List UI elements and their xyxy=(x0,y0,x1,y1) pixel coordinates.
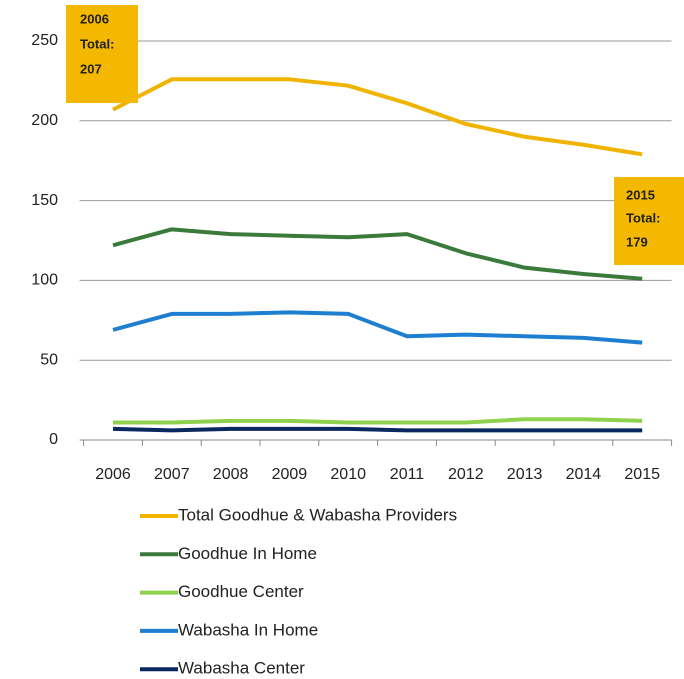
x-tick-label: 2010 xyxy=(330,466,366,483)
y-tick-label: 250 xyxy=(31,32,58,49)
series-line xyxy=(112,426,643,433)
annotation-text: 179 xyxy=(626,234,648,249)
annotation-box xyxy=(614,177,684,265)
x-tick-label: 2006 xyxy=(95,466,131,483)
x-tick-label: 2014 xyxy=(566,466,602,483)
annotation-text: 2015 xyxy=(626,187,655,202)
x-tick-label: 2007 xyxy=(154,466,190,483)
annotation-text: Total: xyxy=(80,36,114,51)
legend-label: Wabasha In Home xyxy=(178,620,318,639)
annotation-box xyxy=(66,5,138,103)
annotation-text: 2006 xyxy=(80,11,109,26)
y-tick-label: 50 xyxy=(40,351,58,368)
series-line xyxy=(112,227,643,281)
x-tick-label: 2013 xyxy=(507,466,543,483)
series-line xyxy=(113,417,643,425)
x-tick-label: 2012 xyxy=(448,466,484,483)
y-tick-label: 200 xyxy=(31,112,58,129)
annotation-text: Total: xyxy=(626,210,660,225)
x-tick-label: 2011 xyxy=(390,466,425,483)
series-line xyxy=(112,310,643,345)
legend-label: Total Goodhue & Wabasha Providers xyxy=(178,505,457,524)
y-tick-label: 0 xyxy=(49,431,58,448)
series-line xyxy=(112,77,643,157)
annotation-text: 207 xyxy=(80,61,102,76)
x-tick-label: 2008 xyxy=(213,466,249,483)
legend-label: Goodhue In Home xyxy=(178,544,317,563)
x-tick-label: 2015 xyxy=(624,466,660,483)
x-tick-label: 2009 xyxy=(272,466,308,483)
y-tick-label: 150 xyxy=(31,192,58,209)
legend-label: Goodhue Center xyxy=(178,582,304,601)
y-tick-label: 100 xyxy=(31,272,58,289)
legend-label: Wabasha Center xyxy=(178,659,305,678)
